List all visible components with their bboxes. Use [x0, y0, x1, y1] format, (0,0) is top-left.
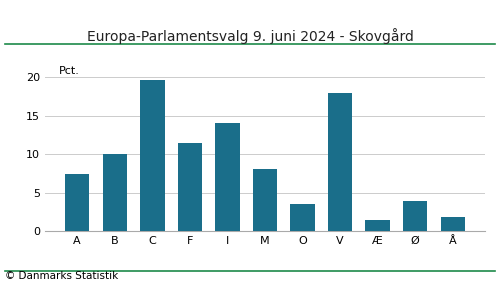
Bar — [65, 173, 90, 231]
Bar — [178, 143, 202, 231]
Bar — [403, 201, 427, 231]
Bar — [102, 154, 127, 231]
Bar — [253, 169, 277, 231]
Bar — [440, 217, 465, 231]
Text: Pct.: Pct. — [58, 66, 80, 76]
Bar — [215, 123, 240, 231]
Bar — [290, 204, 315, 231]
Bar — [328, 93, 352, 231]
Bar — [140, 80, 164, 231]
Text: © Danmarks Statistik: © Danmarks Statistik — [5, 271, 118, 281]
Bar — [366, 221, 390, 231]
Text: Europa-Parlamentsvalg 9. juni 2024 - Skovgård: Europa-Parlamentsvalg 9. juni 2024 - Sko… — [86, 28, 413, 44]
